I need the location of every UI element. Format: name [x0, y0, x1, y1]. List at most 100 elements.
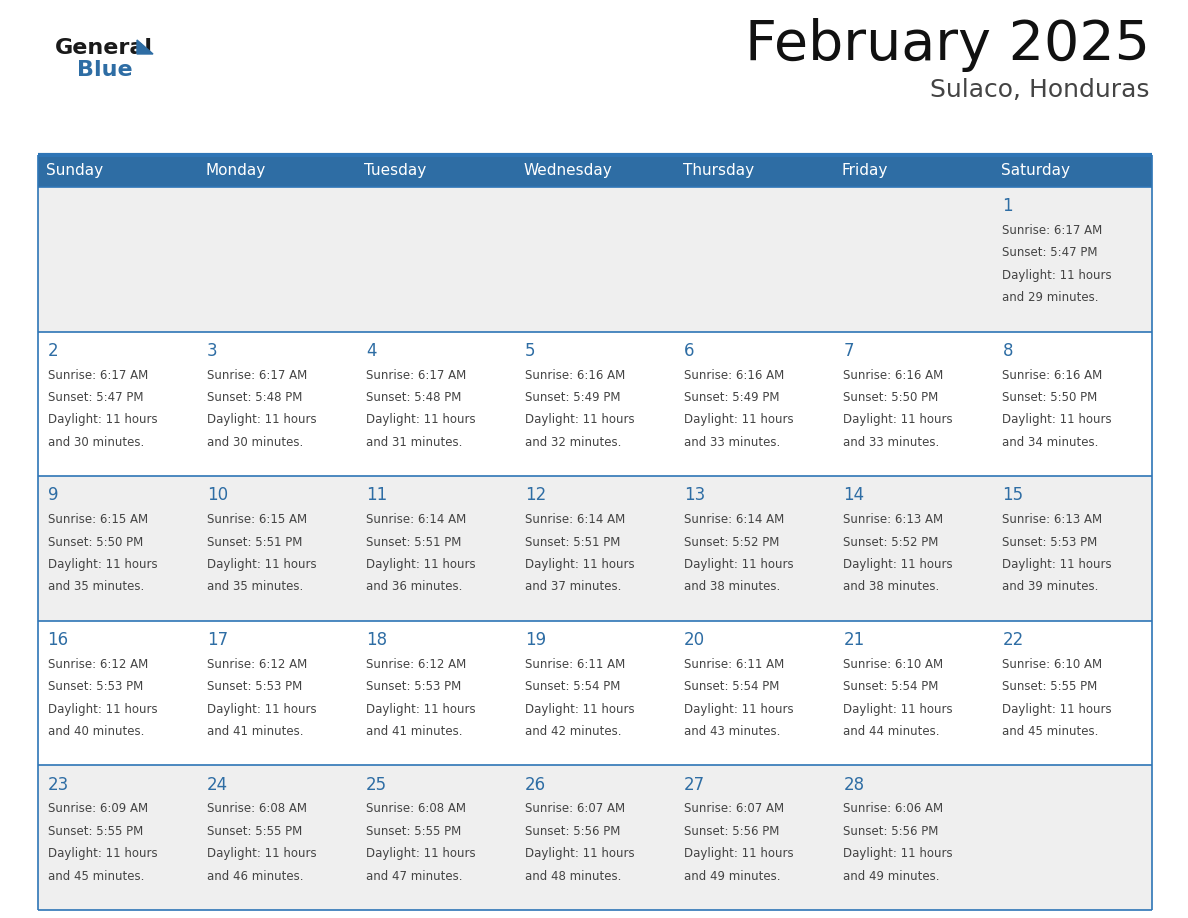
Bar — [38, 331, 1152, 476]
Text: Daylight: 11 hours: Daylight: 11 hours — [1003, 558, 1112, 571]
Text: Sulaco, Honduras: Sulaco, Honduras — [930, 78, 1150, 102]
Text: and 41 minutes.: and 41 minutes. — [207, 725, 303, 738]
Text: Sunrise: 6:16 AM: Sunrise: 6:16 AM — [843, 369, 943, 382]
Text: Sunset: 5:55 PM: Sunset: 5:55 PM — [366, 825, 461, 838]
Text: February 2025: February 2025 — [745, 18, 1150, 72]
Text: Daylight: 11 hours: Daylight: 11 hours — [207, 847, 316, 860]
Text: Sunset: 5:53 PM: Sunset: 5:53 PM — [48, 680, 143, 693]
Bar — [38, 155, 1152, 187]
Text: Sunrise: 6:17 AM: Sunrise: 6:17 AM — [366, 369, 466, 382]
Text: Sunset: 5:55 PM: Sunset: 5:55 PM — [48, 825, 143, 838]
Text: and 47 minutes.: and 47 minutes. — [366, 869, 462, 882]
Text: 14: 14 — [843, 487, 865, 504]
Text: Tuesday: Tuesday — [365, 163, 426, 178]
Text: and 35 minutes.: and 35 minutes. — [207, 580, 303, 593]
Text: Sunrise: 6:09 AM: Sunrise: 6:09 AM — [48, 802, 147, 815]
Text: 3: 3 — [207, 341, 217, 360]
Text: Sunset: 5:50 PM: Sunset: 5:50 PM — [843, 391, 939, 404]
Text: and 45 minutes.: and 45 minutes. — [1003, 725, 1099, 738]
Text: Daylight: 11 hours: Daylight: 11 hours — [207, 558, 316, 571]
Text: and 49 minutes.: and 49 minutes. — [843, 869, 940, 882]
Text: and 41 minutes.: and 41 minutes. — [366, 725, 462, 738]
Text: Sunset: 5:49 PM: Sunset: 5:49 PM — [684, 391, 779, 404]
Text: Sunset: 5:53 PM: Sunset: 5:53 PM — [207, 680, 302, 693]
Text: Daylight: 11 hours: Daylight: 11 hours — [207, 702, 316, 716]
Text: Sunrise: 6:13 AM: Sunrise: 6:13 AM — [843, 513, 943, 526]
Text: 16: 16 — [48, 631, 69, 649]
Text: Blue: Blue — [77, 60, 133, 80]
Text: Wednesday: Wednesday — [524, 163, 612, 178]
Text: Sunrise: 6:11 AM: Sunrise: 6:11 AM — [525, 658, 625, 671]
Text: Daylight: 11 hours: Daylight: 11 hours — [48, 558, 157, 571]
Text: Sunrise: 6:14 AM: Sunrise: 6:14 AM — [525, 513, 625, 526]
Text: Daylight: 11 hours: Daylight: 11 hours — [843, 847, 953, 860]
Polygon shape — [137, 40, 153, 54]
Text: Sunset: 5:50 PM: Sunset: 5:50 PM — [1003, 391, 1098, 404]
Text: 27: 27 — [684, 776, 706, 793]
Text: and 45 minutes.: and 45 minutes. — [48, 869, 144, 882]
Text: Monday: Monday — [206, 163, 265, 178]
Text: Sunset: 5:56 PM: Sunset: 5:56 PM — [684, 825, 779, 838]
Text: and 48 minutes.: and 48 minutes. — [525, 869, 621, 882]
Text: 10: 10 — [207, 487, 228, 504]
Text: Sunset: 5:52 PM: Sunset: 5:52 PM — [843, 535, 939, 549]
Text: Sunrise: 6:15 AM: Sunrise: 6:15 AM — [207, 513, 307, 526]
Text: Sunset: 5:51 PM: Sunset: 5:51 PM — [525, 535, 620, 549]
Text: 2: 2 — [48, 341, 58, 360]
Text: 1: 1 — [1003, 197, 1013, 215]
Text: Sunrise: 6:10 AM: Sunrise: 6:10 AM — [843, 658, 943, 671]
Text: Sunset: 5:54 PM: Sunset: 5:54 PM — [525, 680, 620, 693]
Text: 23: 23 — [48, 776, 69, 793]
Text: Daylight: 11 hours: Daylight: 11 hours — [525, 702, 634, 716]
Text: Daylight: 11 hours: Daylight: 11 hours — [48, 702, 157, 716]
Text: and 31 minutes.: and 31 minutes. — [366, 436, 462, 449]
Text: and 33 minutes.: and 33 minutes. — [684, 436, 781, 449]
Text: Sunrise: 6:15 AM: Sunrise: 6:15 AM — [48, 513, 147, 526]
Text: Sunrise: 6:14 AM: Sunrise: 6:14 AM — [366, 513, 466, 526]
Text: Sunrise: 6:16 AM: Sunrise: 6:16 AM — [525, 369, 625, 382]
Text: 26: 26 — [525, 776, 546, 793]
Text: and 33 minutes.: and 33 minutes. — [843, 436, 940, 449]
Text: 15: 15 — [1003, 487, 1024, 504]
Text: 21: 21 — [843, 631, 865, 649]
Text: Sunday: Sunday — [46, 163, 103, 178]
Text: Sunset: 5:53 PM: Sunset: 5:53 PM — [1003, 535, 1098, 549]
Text: Sunset: 5:49 PM: Sunset: 5:49 PM — [525, 391, 620, 404]
Text: and 39 minutes.: and 39 minutes. — [1003, 580, 1099, 593]
Text: and 30 minutes.: and 30 minutes. — [207, 436, 303, 449]
Text: Sunset: 5:52 PM: Sunset: 5:52 PM — [684, 535, 779, 549]
Text: Sunset: 5:53 PM: Sunset: 5:53 PM — [366, 680, 461, 693]
Text: Sunset: 5:50 PM: Sunset: 5:50 PM — [48, 535, 143, 549]
Text: Friday: Friday — [841, 163, 889, 178]
Text: and 30 minutes.: and 30 minutes. — [48, 436, 144, 449]
Text: and 46 minutes.: and 46 minutes. — [207, 869, 303, 882]
Text: Sunrise: 6:16 AM: Sunrise: 6:16 AM — [684, 369, 784, 382]
Text: Daylight: 11 hours: Daylight: 11 hours — [1003, 413, 1112, 427]
Text: and 44 minutes.: and 44 minutes. — [843, 725, 940, 738]
Text: and 32 minutes.: and 32 minutes. — [525, 436, 621, 449]
Text: Sunrise: 6:07 AM: Sunrise: 6:07 AM — [525, 802, 625, 815]
Text: and 38 minutes.: and 38 minutes. — [843, 580, 940, 593]
Text: 19: 19 — [525, 631, 546, 649]
Text: 9: 9 — [48, 487, 58, 504]
Text: Daylight: 11 hours: Daylight: 11 hours — [366, 847, 475, 860]
Text: Daylight: 11 hours: Daylight: 11 hours — [684, 558, 794, 571]
Text: Saturday: Saturday — [1000, 163, 1070, 178]
Text: Thursday: Thursday — [683, 163, 753, 178]
Text: 25: 25 — [366, 776, 387, 793]
Text: Sunrise: 6:12 AM: Sunrise: 6:12 AM — [48, 658, 147, 671]
Text: and 29 minutes.: and 29 minutes. — [1003, 291, 1099, 304]
Text: Daylight: 11 hours: Daylight: 11 hours — [843, 558, 953, 571]
Text: Sunrise: 6:17 AM: Sunrise: 6:17 AM — [1003, 224, 1102, 237]
Text: Sunrise: 6:06 AM: Sunrise: 6:06 AM — [843, 802, 943, 815]
Text: Daylight: 11 hours: Daylight: 11 hours — [48, 413, 157, 427]
Text: Sunrise: 6:07 AM: Sunrise: 6:07 AM — [684, 802, 784, 815]
Text: Sunrise: 6:11 AM: Sunrise: 6:11 AM — [684, 658, 784, 671]
Text: 17: 17 — [207, 631, 228, 649]
Text: 7: 7 — [843, 341, 854, 360]
Bar — [38, 766, 1152, 910]
Text: Daylight: 11 hours: Daylight: 11 hours — [366, 413, 475, 427]
Text: 28: 28 — [843, 776, 865, 793]
Text: 11: 11 — [366, 487, 387, 504]
Text: 6: 6 — [684, 341, 695, 360]
